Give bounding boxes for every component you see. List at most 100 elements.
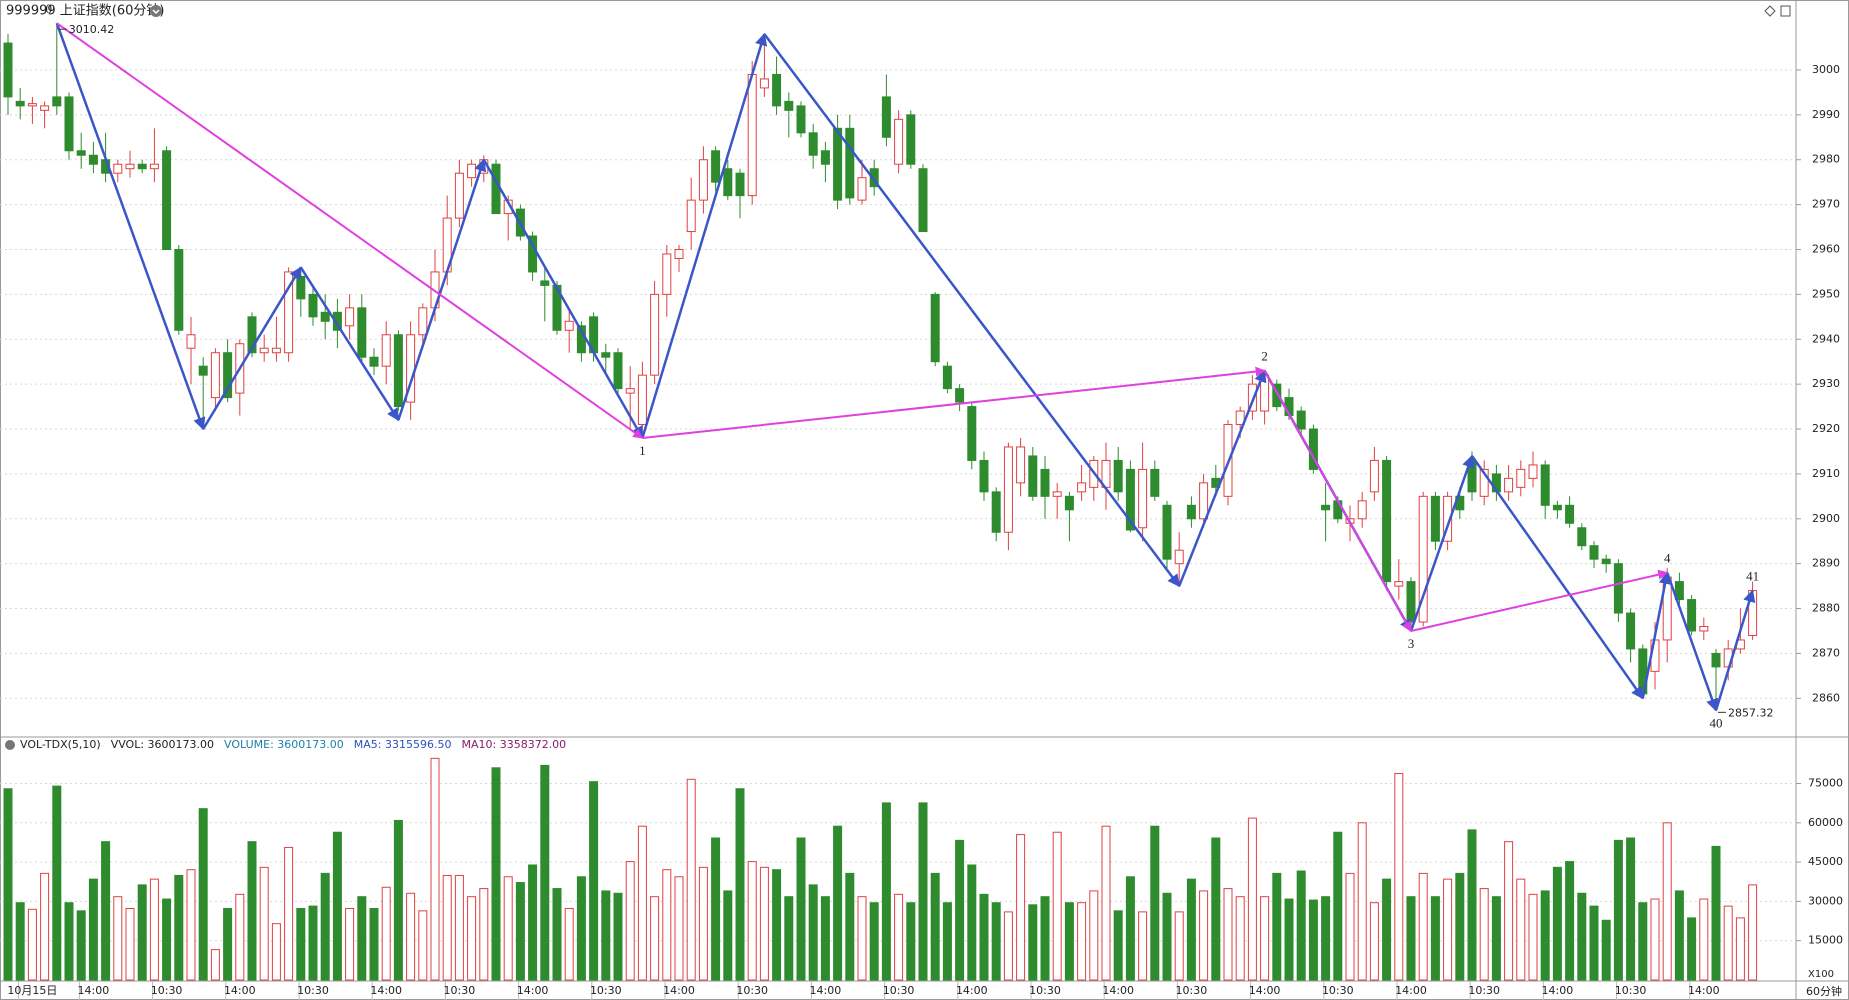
- candle-body: [674, 248, 684, 259]
- candle-body: [1199, 482, 1209, 520]
- volume-unit: X100: [1808, 969, 1834, 980]
- volume-bar: [1382, 878, 1392, 981]
- candle-body: [223, 352, 233, 399]
- candle-body: [1613, 563, 1623, 614]
- wave-label: 0: [46, 1, 53, 16]
- y-tick-label: 2870: [1812, 646, 1840, 659]
- y-tick-label: 2920: [1812, 422, 1840, 435]
- x-tick-label: 10:30: [1029, 984, 1061, 997]
- volume-menu[interactable]: [5, 740, 15, 750]
- candle-body: [1528, 464, 1538, 479]
- volume-bar: [1333, 831, 1343, 981]
- volume-tick-label: 45000: [1808, 855, 1843, 868]
- volume-bar: [833, 825, 843, 981]
- y-tick-label: 2960: [1812, 242, 1840, 255]
- volume-bar: [845, 872, 855, 981]
- volume-header-item: MA10: 3358372.00: [461, 738, 566, 751]
- volume-bar: [967, 864, 977, 981]
- volume-bar: [796, 837, 806, 981]
- candle-body: [1504, 477, 1514, 493]
- candle-body: [369, 356, 379, 367]
- volume-bar: [1467, 829, 1477, 981]
- candle-body: [186, 334, 196, 349]
- candle-body: [247, 316, 257, 354]
- candle-body: [1077, 482, 1087, 493]
- title-menu[interactable]: [150, 5, 162, 17]
- period-label: 60分钟: [1806, 984, 1842, 998]
- trend-line: [397, 158, 487, 421]
- candle-body: [1443, 495, 1453, 542]
- wave-label: 4: [1664, 551, 1671, 566]
- candle-body: [772, 73, 782, 107]
- candle-body: [198, 365, 208, 376]
- volume-bar: [674, 876, 684, 981]
- volume-header-item: MA5: 3315596.50: [354, 738, 452, 751]
- volume-bar: [1735, 917, 1745, 981]
- volume-tick-label: 75000: [1808, 777, 1843, 790]
- x-tick-label: 14:00: [1102, 984, 1134, 997]
- candle-body: [320, 311, 330, 322]
- candle-body: [418, 307, 428, 336]
- candle-body: [1016, 446, 1026, 484]
- volume-bar: [1504, 841, 1514, 981]
- volume-bar: [686, 778, 696, 981]
- volume-bar: [1113, 910, 1123, 981]
- x-tick-label: 14:00: [224, 984, 256, 997]
- candle-body: [393, 334, 403, 408]
- volume-bar: [259, 866, 269, 981]
- volume-bar: [589, 781, 599, 981]
- candle-body: [906, 114, 916, 165]
- volume-bar: [772, 869, 782, 981]
- toolbar-icon[interactable]: [1764, 5, 1776, 17]
- candle-body: [52, 96, 62, 107]
- candle-body: [259, 347, 269, 354]
- volume-bar: [210, 949, 220, 981]
- candle-body: [1382, 459, 1392, 583]
- y-tick-label: 2900: [1812, 512, 1840, 525]
- candle-body: [564, 320, 574, 331]
- wave-label: 41: [1746, 569, 1759, 584]
- candle-body: [1626, 612, 1636, 650]
- volume-bar: [1491, 896, 1501, 981]
- volume-bar: [1662, 822, 1672, 981]
- volume-bar: [332, 831, 342, 981]
- y-tick-label: 2950: [1812, 287, 1840, 300]
- volume-bar: [1552, 866, 1562, 981]
- candle-body: [613, 352, 623, 390]
- x-tick-label: 10:30: [883, 984, 915, 997]
- volume-bar: [149, 878, 159, 981]
- candle-body: [881, 96, 891, 138]
- volume-bar: [576, 876, 586, 981]
- candle-body: [930, 293, 940, 363]
- volume-bar: [1150, 825, 1160, 981]
- candle-body: [1577, 527, 1587, 547]
- volume-bar: [820, 896, 830, 981]
- y-tick-label: 2980: [1812, 153, 1840, 166]
- volume-bar: [918, 802, 928, 981]
- candle-body: [345, 307, 355, 327]
- y-tick-label: 2930: [1812, 377, 1840, 390]
- toolbar-icon[interactable]: [1780, 5, 1791, 17]
- volume-tick-label: 60000: [1808, 816, 1843, 829]
- trend-line: [642, 366, 1266, 439]
- volume-bar: [479, 888, 489, 981]
- candle-body: [820, 150, 830, 165]
- volume-bar: [662, 869, 672, 981]
- volume-bar: [723, 890, 733, 981]
- volume-bar: [869, 902, 879, 981]
- candle-body: [1418, 495, 1428, 623]
- x-tick-label: 10月15日: [7, 984, 57, 997]
- candle-body: [1321, 504, 1331, 511]
- x-tick-label: 14:00: [810, 984, 842, 997]
- volume-bar: [930, 872, 940, 981]
- candle-body: [15, 100, 25, 107]
- volume-bar: [1296, 870, 1306, 981]
- candle-body: [1406, 581, 1416, 623]
- candle-body: [1028, 455, 1038, 497]
- volume-bar: [1748, 884, 1758, 981]
- volume-bar: [15, 902, 25, 981]
- volume-bar: [1260, 896, 1270, 981]
- candle-body: [1296, 410, 1306, 430]
- candle-body: [711, 150, 721, 183]
